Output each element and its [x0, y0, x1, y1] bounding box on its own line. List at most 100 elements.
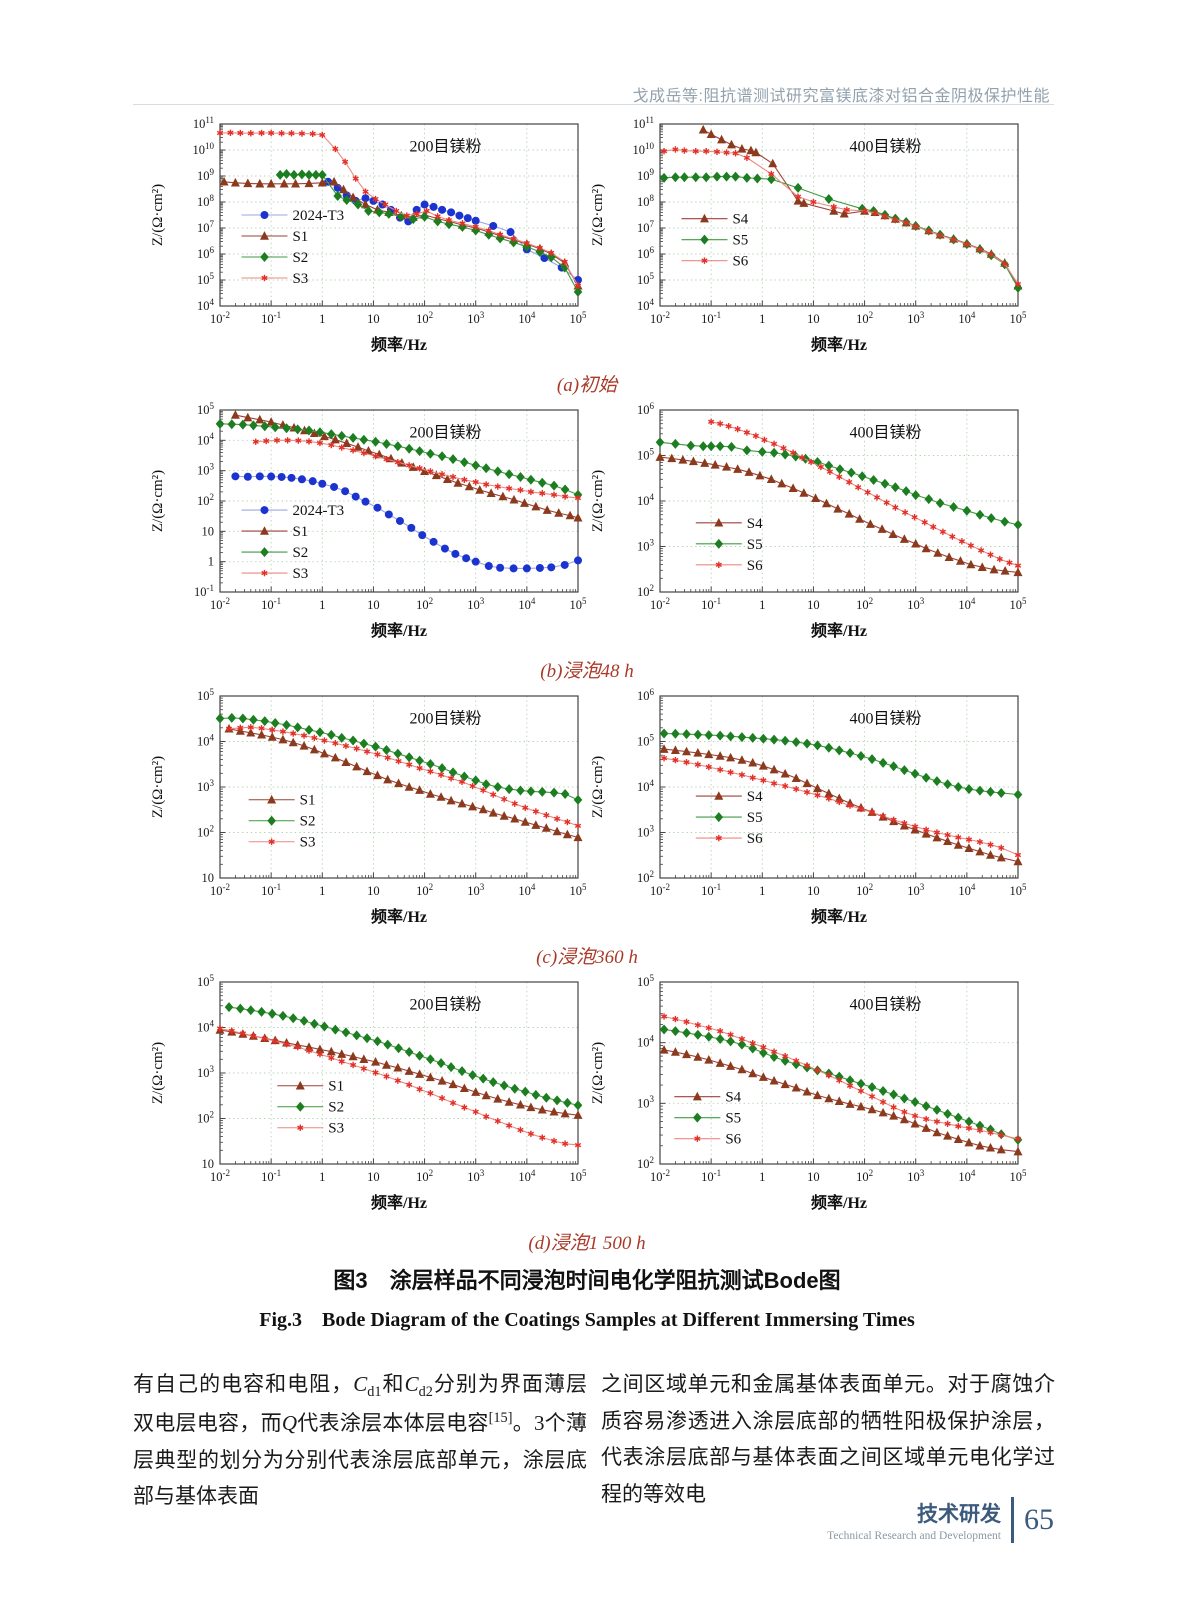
svg-text:S5: S5	[732, 233, 748, 249]
svg-text:10-1: 10-1	[261, 596, 281, 612]
svg-text:102: 102	[416, 310, 433, 326]
bode-chart-360h-200mesh: 10-2 10-1 1 10 102 103 104 105 10 102 103 104 105 频率/…	[150, 687, 587, 926]
svg-text:106: 106	[637, 401, 655, 417]
svg-text:103: 103	[907, 1168, 925, 1184]
bode-chart-48h-400mesh: 10-2 10-1 1 10 102 103 104 105 102 103 104 105 106 频率…	[590, 401, 1026, 640]
svg-text:1011: 1011	[633, 115, 654, 131]
svg-text:10: 10	[202, 871, 215, 885]
figure-row-c: 10-2 10-1 1 10 102 103 104 105 10 102 103 104 105 频率/…	[146, 686, 1028, 944]
svg-text:103: 103	[467, 596, 485, 612]
svg-text:1: 1	[319, 312, 325, 326]
svg-text:104: 104	[518, 882, 536, 898]
svg-text:102: 102	[637, 1155, 654, 1171]
footer-divider	[1011, 1497, 1014, 1543]
svg-text:105: 105	[570, 882, 587, 898]
svg-text:10: 10	[367, 1170, 380, 1184]
bode-chart-360h-400mesh: 10-2 10-1 1 10 102 103 104 105 102 103 104 105 106 频率…	[590, 687, 1026, 926]
svg-text:104: 104	[637, 1033, 655, 1049]
svg-text:102: 102	[856, 310, 873, 326]
svg-text:S1: S1	[328, 1079, 344, 1095]
svg-text:10-1: 10-1	[261, 310, 281, 326]
running-header: 戈成岳等:阻抗谱测试研究富镁底漆对铝合金阴极保护性能	[632, 88, 1050, 105]
svg-text:频率/Hz: 频率/Hz	[811, 335, 867, 354]
footer-section: 技术研发 Technical Research and Development	[827, 1498, 1001, 1542]
bode-chart-1500h-200mesh: 10-2 10-1 1 10 102 103 104 105 10 102 103 104 105 频率/…	[150, 973, 587, 1212]
svg-text:200目镁粉: 200目镁粉	[410, 995, 482, 1013]
svg-text:10: 10	[202, 1157, 215, 1171]
svg-text:102: 102	[197, 823, 214, 839]
figure-row-a: 10-2 10-1 1 10 102 103 104 105 104 105 106 107 108 10…	[146, 114, 1028, 372]
bode-chart-initial-200mesh: 10-2 10-1 1 10 102 103 104 105 104 105 106 107 108 10…	[150, 115, 586, 354]
svg-text:S4: S4	[747, 789, 763, 805]
svg-text:102: 102	[637, 869, 654, 885]
svg-text:S2: S2	[292, 545, 308, 561]
svg-text:频率/Hz: 频率/Hz	[811, 621, 867, 640]
svg-text:10-2: 10-2	[210, 310, 230, 326]
svg-text:10: 10	[367, 598, 380, 612]
svg-text:S5: S5	[725, 1111, 741, 1127]
svg-text:10-1: 10-1	[701, 310, 721, 326]
svg-text:105: 105	[1010, 310, 1027, 326]
svg-text:S1: S1	[292, 229, 308, 245]
svg-text:104: 104	[637, 297, 655, 313]
svg-text:105: 105	[637, 271, 655, 287]
svg-text:106: 106	[197, 245, 215, 261]
svg-text:Z/(Ω·cm²): Z/(Ω·cm²)	[150, 470, 166, 532]
svg-text:104: 104	[197, 297, 215, 313]
svg-text:S3: S3	[328, 1121, 344, 1137]
svg-text:109: 109	[637, 167, 655, 183]
svg-text:105: 105	[570, 1168, 587, 1184]
svg-text:1: 1	[208, 555, 214, 569]
svg-text:10: 10	[367, 884, 380, 898]
svg-text:103: 103	[197, 461, 215, 477]
svg-text:104: 104	[518, 1168, 536, 1184]
svg-text:频率/Hz: 频率/Hz	[371, 621, 427, 640]
svg-text:102: 102	[856, 882, 873, 898]
svg-text:108: 108	[197, 193, 215, 209]
svg-text:Z/(Ω·cm²): Z/(Ω·cm²)	[590, 1042, 606, 1104]
svg-text:103: 103	[907, 882, 925, 898]
svg-text:103: 103	[197, 1064, 215, 1080]
svg-text:105: 105	[197, 271, 215, 287]
svg-text:S2: S2	[300, 814, 316, 830]
figure-row-d: 10-2 10-1 1 10 102 103 104 105 10 102 103 104 105 频率/…	[146, 972, 1028, 1230]
svg-text:S1: S1	[300, 793, 316, 809]
svg-text:107: 107	[197, 219, 215, 235]
svg-text:10-2: 10-2	[650, 596, 670, 612]
svg-text:1011: 1011	[193, 115, 214, 131]
svg-text:1010: 1010	[633, 141, 655, 157]
svg-text:10-1: 10-1	[194, 583, 214, 599]
svg-text:104: 104	[197, 1018, 215, 1034]
svg-text:S2: S2	[328, 1100, 344, 1116]
svg-text:105: 105	[197, 401, 215, 417]
svg-text:103: 103	[637, 1094, 655, 1110]
svg-text:S6: S6	[725, 1132, 741, 1148]
svg-text:S5: S5	[747, 537, 763, 553]
svg-text:103: 103	[637, 537, 655, 553]
svg-text:105: 105	[1010, 1168, 1027, 1184]
svg-text:104: 104	[958, 1168, 976, 1184]
svg-text:S4: S4	[725, 1090, 741, 1106]
figure-3: 10-2 10-1 1 10 102 103 104 105 104 105 106 107 108 10…	[146, 114, 1028, 1332]
page-number: 65	[1024, 1503, 1054, 1536]
svg-text:S2: S2	[292, 250, 308, 266]
svg-text:1: 1	[319, 884, 325, 898]
footer-section-cn: 技术研发	[917, 1503, 1001, 1526]
svg-text:200目镁粉: 200目镁粉	[410, 137, 482, 155]
svg-text:频率/Hz: 频率/Hz	[811, 907, 867, 926]
svg-text:102: 102	[856, 1168, 873, 1184]
svg-text:S6: S6	[747, 831, 763, 847]
svg-text:Z/(Ω·cm²): Z/(Ω·cm²)	[150, 184, 166, 246]
svg-text:10-2: 10-2	[210, 1168, 230, 1184]
svg-text:频率/Hz: 频率/Hz	[811, 1193, 867, 1212]
svg-text:103: 103	[907, 596, 925, 612]
svg-text:105: 105	[197, 687, 215, 703]
svg-text:1: 1	[759, 598, 765, 612]
svg-text:107: 107	[637, 219, 655, 235]
svg-text:S4: S4	[732, 212, 748, 228]
figure-caption-en: Fig.3 Bode Diagram of the Coatings Sampl…	[259, 1309, 915, 1331]
svg-text:105: 105	[637, 973, 655, 989]
svg-text:10: 10	[807, 1170, 820, 1184]
svg-text:10-2: 10-2	[210, 882, 230, 898]
